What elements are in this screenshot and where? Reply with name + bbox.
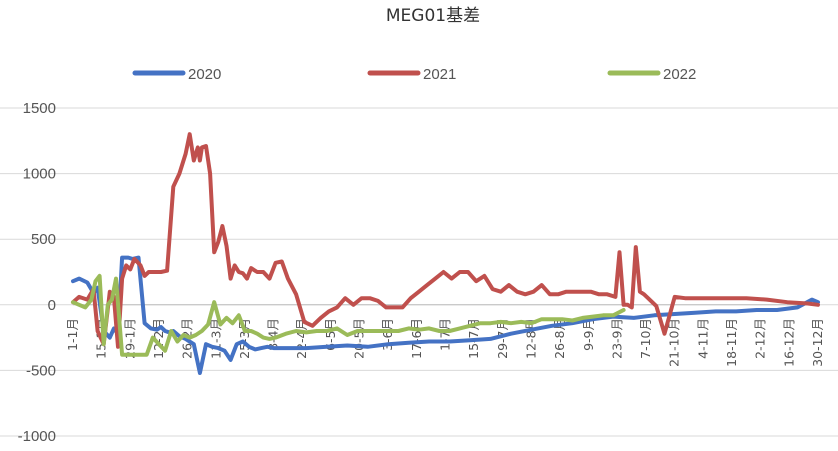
- y-tick-label: 1000: [23, 166, 56, 183]
- y-tick-label: -500: [26, 362, 56, 379]
- legend-label-2022: 2022: [663, 66, 696, 83]
- y-tick-label: 500: [31, 231, 56, 248]
- x-tick-label: 1-1月: [65, 318, 80, 351]
- series-line-2022: [71, 273, 626, 357]
- x-tick-label: 1-7月: [438, 318, 453, 351]
- legend: 2020 2021 2022: [132, 66, 696, 83]
- x-tick-label: 16-12月: [781, 318, 796, 367]
- legend-label-2020: 2020: [188, 66, 221, 83]
- x-tick-label: 26-8月: [552, 318, 567, 359]
- grid: [0, 107, 838, 437]
- x-tick-label: 29-7月: [495, 318, 510, 359]
- x-tick-label: 21-10月: [667, 318, 682, 367]
- x-tick-label: 30-12月: [810, 318, 825, 367]
- x-tick-label: 6-5月: [323, 318, 338, 351]
- chart-title: MEG01基差: [386, 6, 480, 26]
- legend-label-2021: 2021: [423, 66, 456, 83]
- x-tick-label: 4-11月: [695, 318, 710, 359]
- series-line-2020: [71, 255, 820, 375]
- x-tick-label: 23-9月: [609, 318, 624, 359]
- y-tick-label: -1000: [18, 428, 56, 445]
- x-tick-label: 29-1月: [122, 318, 137, 359]
- series-lines: [71, 132, 820, 375]
- series-line-2021: [71, 132, 820, 349]
- x-tick-label: 9-9月: [581, 318, 596, 351]
- x-tick-label: 20-5月: [352, 318, 367, 359]
- x-tick-label: 18-11月: [724, 318, 739, 367]
- y-tick-label: 1500: [23, 100, 56, 117]
- y-tick-label: 0: [48, 297, 56, 314]
- x-tick-label: 17-6月: [409, 318, 424, 359]
- x-tick-label: 2-12月: [753, 318, 768, 359]
- x-tick-label: 8-4月: [266, 318, 281, 351]
- x-tick-label: 25-3月: [237, 318, 252, 359]
- x-tick-label: 7-10月: [638, 318, 653, 359]
- y-axis: 1500 1000 500 0 -500 -1000: [18, 100, 56, 445]
